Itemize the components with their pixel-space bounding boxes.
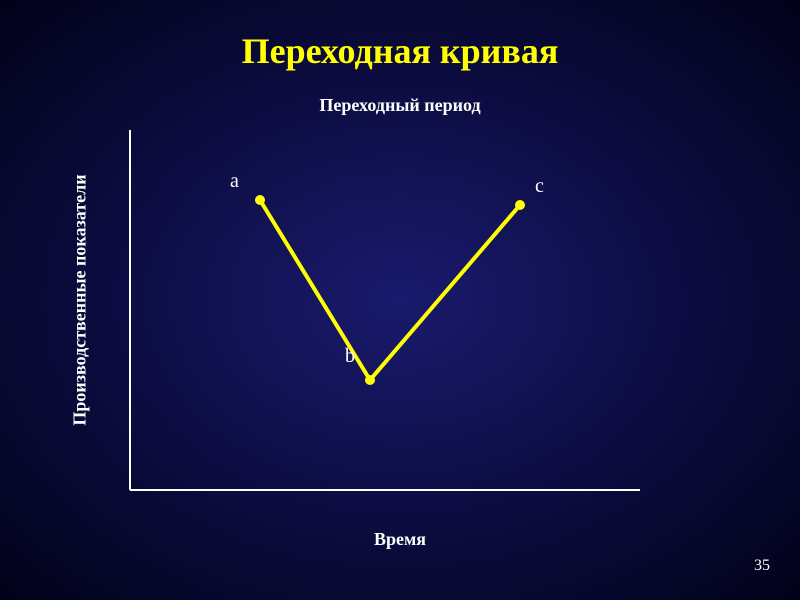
point-a-label: a	[230, 170, 239, 193]
chart-svg	[0, 0, 800, 600]
point-b-label: b	[345, 345, 355, 368]
curve-line	[260, 200, 520, 380]
point-a-marker	[255, 195, 265, 205]
point-c-label: c	[535, 175, 544, 198]
point-c-marker	[515, 200, 525, 210]
point-b-marker	[365, 375, 375, 385]
